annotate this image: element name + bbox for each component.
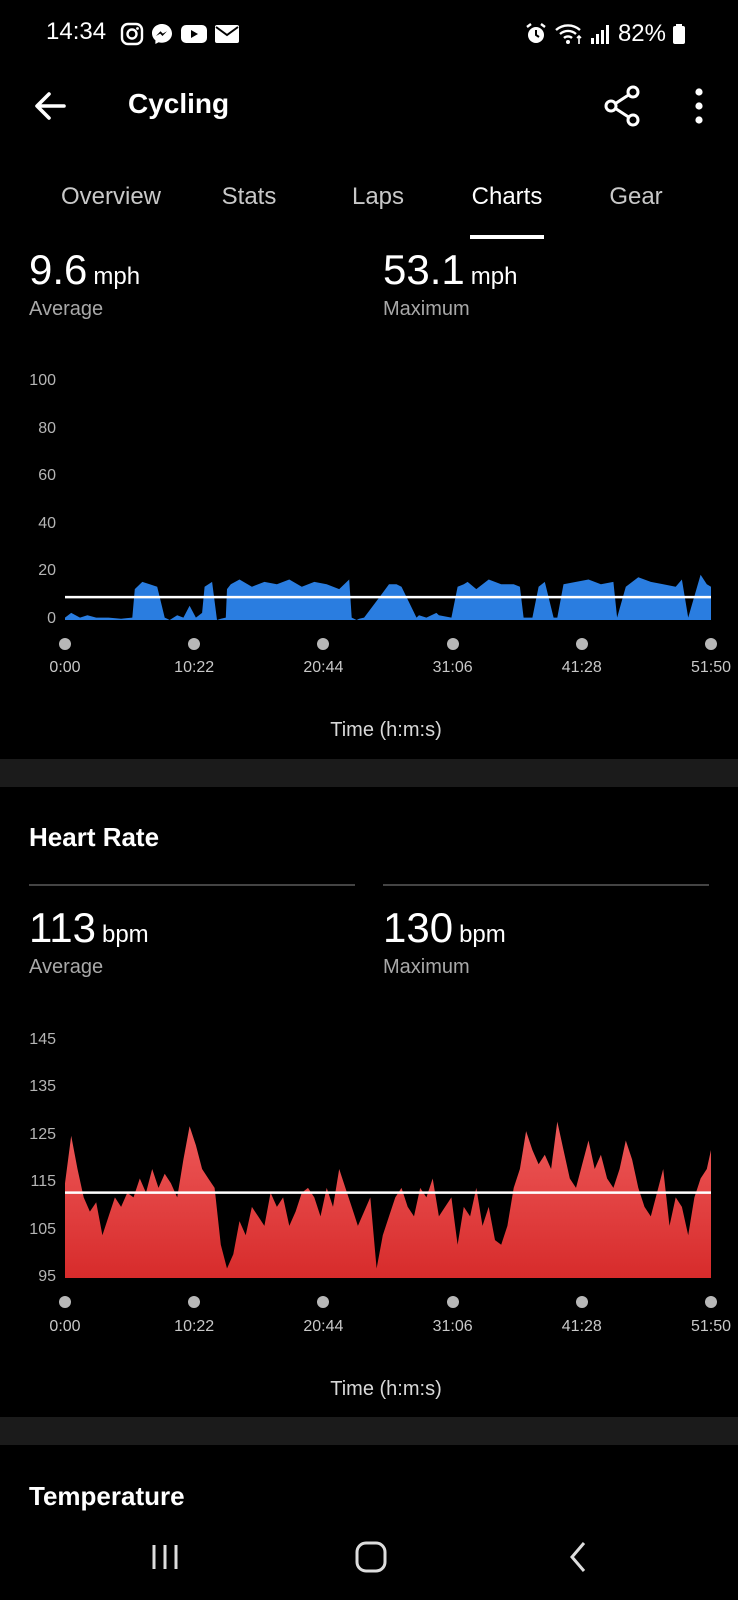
chevron-left-icon bbox=[570, 1542, 586, 1572]
hr-maximum-label: Maximum bbox=[383, 956, 470, 978]
speed-average-unit: mph bbox=[93, 263, 141, 290]
hr-average-value: 113 bbox=[29, 904, 96, 951]
youtube-icon bbox=[181, 25, 207, 43]
heart-rate-title: Heart Rate bbox=[29, 822, 160, 852]
x-tick-dot bbox=[575, 638, 588, 650]
speed-maximum-value: 53.1 bbox=[383, 246, 465, 293]
y-tick-label: 105 bbox=[29, 1220, 56, 1238]
x-tick-dot bbox=[317, 638, 330, 650]
x-tick-label: 0:00 bbox=[49, 659, 81, 676]
x-tick-dot bbox=[59, 1296, 71, 1308]
hr-maximum-unit: bpm bbox=[459, 921, 506, 948]
y-tick-label: 40 bbox=[38, 514, 56, 532]
y-tick-label: 80 bbox=[38, 419, 56, 437]
x-tick-label: 20:44 bbox=[303, 1318, 344, 1335]
y-tick-label: 145 bbox=[29, 1031, 56, 1048]
speed-average-value: 9.6 bbox=[29, 246, 88, 293]
share-button[interactable] bbox=[602, 84, 642, 128]
divider bbox=[383, 884, 709, 886]
tab-stats[interactable]: Stats bbox=[221, 183, 277, 210]
x-tick-label: 10:22 bbox=[174, 659, 215, 676]
x-tick-label: 41:28 bbox=[561, 1318, 602, 1335]
x-tick-dot bbox=[188, 1296, 201, 1308]
speed-maximum-stat: 53.1 mph Maximum bbox=[383, 246, 517, 321]
speed-maximum-unit: mph bbox=[470, 263, 518, 290]
series-area bbox=[65, 574, 711, 620]
arrow-left-icon bbox=[35, 92, 66, 120]
speed-average-label: Average bbox=[29, 298, 104, 320]
x-tick-dot bbox=[705, 1296, 717, 1308]
tab-laps[interactable]: Laps bbox=[351, 183, 405, 210]
x-tick-dot bbox=[188, 638, 201, 650]
tab-overview[interactable]: Overview bbox=[60, 183, 162, 210]
hr-maximum-stat: 130 bpm Maximum bbox=[383, 904, 506, 979]
section-separator bbox=[0, 1417, 738, 1445]
battery-percent: 82% bbox=[617, 20, 666, 47]
messenger-icon bbox=[152, 24, 172, 44]
hr-average-label: Average bbox=[29, 956, 104, 978]
x-tick-label: 41:28 bbox=[561, 659, 602, 676]
x-tick-label: 0:00 bbox=[49, 1318, 81, 1335]
notification-icons bbox=[120, 22, 240, 46]
recent-apps-icon bbox=[152, 1545, 178, 1569]
home-icon bbox=[355, 1541, 387, 1573]
tab-gear[interactable]: Gear bbox=[609, 183, 663, 210]
x-tick-label: 51:50 bbox=[690, 659, 732, 676]
recent-apps-button[interactable] bbox=[140, 1537, 190, 1577]
more-options-button[interactable] bbox=[684, 84, 714, 128]
y-tick-label: 100 bbox=[29, 372, 56, 389]
x-tick-dot bbox=[575, 1296, 588, 1308]
section-separator bbox=[0, 759, 738, 787]
share-icon bbox=[604, 85, 640, 127]
temperature-title: Temperature bbox=[29, 1481, 185, 1511]
y-tick-label: 0 bbox=[47, 610, 56, 627]
x-tick-dot bbox=[317, 1296, 330, 1308]
email-icon bbox=[215, 25, 239, 43]
alarm-icon bbox=[526, 23, 546, 43]
back-nav-button[interactable] bbox=[554, 1537, 604, 1577]
page-title: Cycling bbox=[128, 88, 230, 119]
instagram-icon bbox=[120, 22, 144, 46]
more-vertical-icon bbox=[695, 88, 703, 124]
x-tick-dot bbox=[59, 638, 71, 650]
active-tab-indicator bbox=[470, 235, 544, 239]
hr-average-stat: 113 bpm Average bbox=[29, 904, 149, 979]
battery-icon bbox=[673, 24, 685, 44]
y-tick-label: 125 bbox=[29, 1125, 56, 1143]
hr-maximum-value: 130 bbox=[383, 904, 454, 951]
status-time: 14:34 bbox=[46, 18, 107, 45]
y-tick-label: 135 bbox=[29, 1078, 56, 1096]
speed-average-stat: 9.6 mph Average bbox=[29, 246, 140, 321]
x-tick-label: 31:06 bbox=[432, 1318, 473, 1335]
divider bbox=[29, 884, 355, 886]
series-area bbox=[65, 1121, 711, 1278]
x-tick-label: 31:06 bbox=[432, 659, 473, 676]
x-tick-label: 51:50 bbox=[690, 1318, 732, 1335]
x-tick-label: 20:44 bbox=[303, 659, 344, 676]
x-axis-title: Time (h:m:s) bbox=[330, 1378, 442, 1400]
speed-maximum-label: Maximum bbox=[383, 298, 470, 320]
y-tick-label: 115 bbox=[30, 1173, 56, 1191]
y-tick-label: 60 bbox=[38, 467, 56, 485]
x-tick-dot bbox=[705, 638, 717, 650]
tab-charts[interactable]: Charts bbox=[471, 183, 543, 210]
hr-average-unit: bpm bbox=[101, 921, 149, 948]
x-tick-dot bbox=[446, 638, 459, 650]
system-status: 82% bbox=[524, 20, 686, 48]
y-tick-label: 95 bbox=[38, 1268, 56, 1285]
x-axis-title: Time (h:m:s) bbox=[330, 719, 442, 741]
back-button[interactable] bbox=[30, 86, 70, 126]
home-button[interactable] bbox=[346, 1537, 396, 1577]
x-tick-dot bbox=[446, 1296, 459, 1308]
y-tick-label: 20 bbox=[38, 562, 56, 580]
wifi-icon bbox=[555, 24, 582, 44]
x-tick-label: 10:22 bbox=[174, 1318, 215, 1335]
signal-icon bbox=[590, 25, 609, 44]
